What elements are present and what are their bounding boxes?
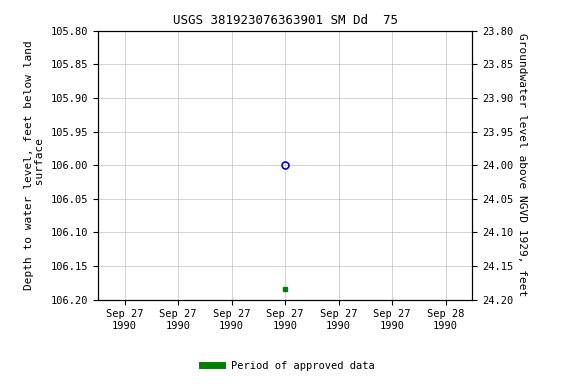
- Title: USGS 381923076363901 SM Dd  75: USGS 381923076363901 SM Dd 75: [173, 14, 397, 27]
- Y-axis label: Depth to water level, feet below land
 surface: Depth to water level, feet below land su…: [24, 40, 45, 290]
- Y-axis label: Groundwater level above NGVD 1929, feet: Groundwater level above NGVD 1929, feet: [517, 33, 527, 297]
- Legend: Period of approved data: Period of approved data: [198, 357, 378, 375]
